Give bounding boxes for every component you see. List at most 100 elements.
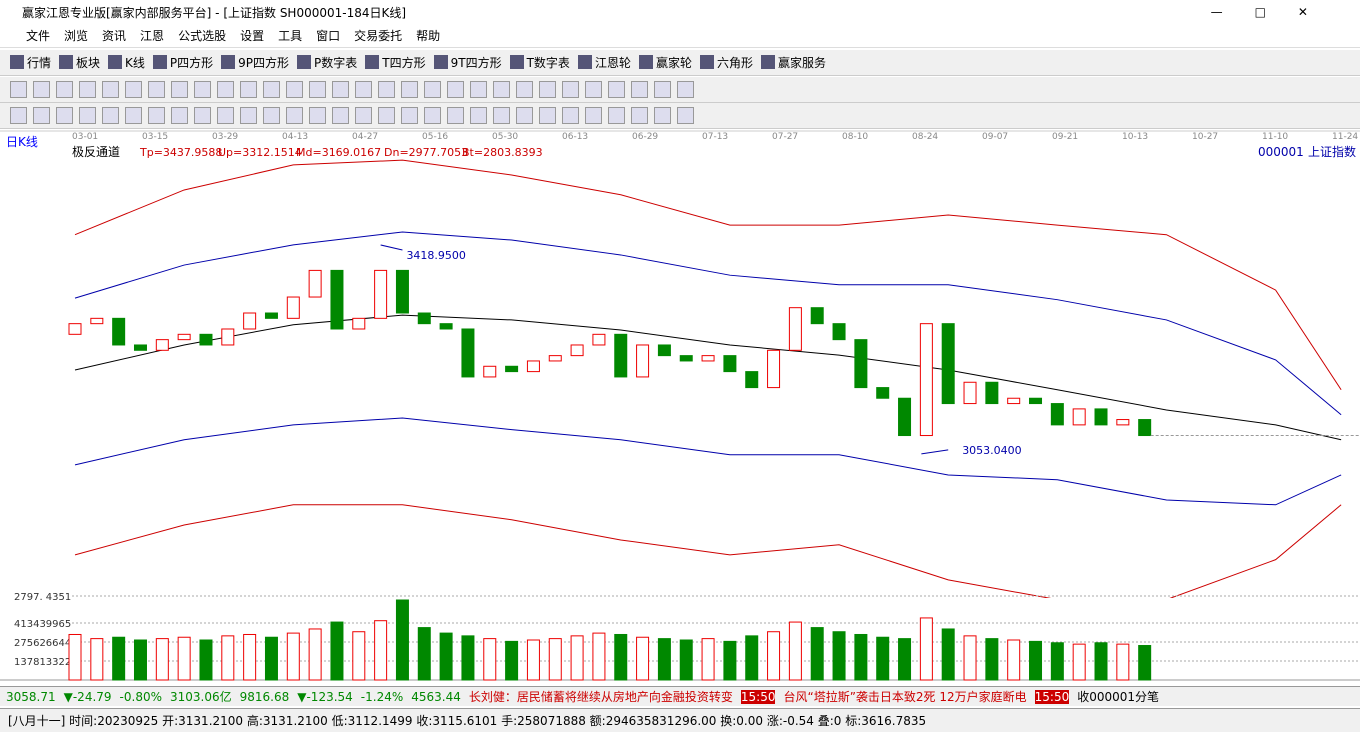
tool-icon[interactable] — [447, 107, 464, 124]
tool-icon[interactable] — [240, 81, 257, 98]
tool-icon[interactable] — [562, 81, 579, 98]
tool-icon[interactable] — [125, 81, 142, 98]
tool-icon[interactable] — [470, 107, 487, 124]
volume-bar — [592, 632, 606, 681]
tool-icon[interactable] — [10, 81, 27, 98]
toolbar-button[interactable]: 行情 — [10, 54, 51, 71]
tool-icon[interactable] — [355, 107, 372, 124]
tool-icon[interactable] — [171, 107, 188, 124]
candle — [592, 333, 606, 346]
tool-icon[interactable] — [654, 107, 671, 124]
tool-icon[interactable] — [424, 107, 441, 124]
candle — [657, 344, 671, 357]
tool-icon[interactable] — [493, 81, 510, 98]
tool-icon[interactable] — [286, 107, 303, 124]
toolbar: 行情 板块 K线 P四方形 9P四方形 P数字表 T四方形 9T四方形 T数字表 江恩轮 赢家轮 六角… — [0, 50, 1360, 76]
volume-bar — [767, 631, 781, 681]
toolbar-button[interactable]: 六角形 — [700, 54, 753, 71]
tool-icon[interactable] — [194, 81, 211, 98]
tool-icon[interactable] — [470, 81, 487, 98]
tool-icon[interactable] — [148, 81, 165, 98]
menu-item[interactable]: 文件 — [26, 29, 51, 43]
menu-item[interactable]: 帮助 — [416, 29, 441, 43]
toolbar-button[interactable]: 赢家轮 — [639, 54, 692, 71]
bar-info: [八月十一] 时间:20230925 开:3131.2100 高:3131.21… — [8, 714, 927, 728]
toolbar-button[interactable]: K线 — [108, 54, 145, 71]
volume-bar — [417, 627, 431, 681]
info-bar: [八月十一] 时间:20230925 开:3131.2100 高:3131.21… — [0, 708, 1360, 732]
menu-item[interactable]: 资讯 — [102, 29, 127, 43]
toolbar-button[interactable]: 板块 — [59, 54, 100, 71]
menu-item[interactable]: 设置 — [240, 29, 265, 43]
tool-icon[interactable] — [447, 81, 464, 98]
tool-icon[interactable] — [171, 81, 188, 98]
tool-icon[interactable] — [378, 107, 395, 124]
tool-icon[interactable] — [585, 107, 602, 124]
tool-icon[interactable] — [33, 81, 50, 98]
tool-icon[interactable] — [516, 81, 533, 98]
tool-icon[interactable] — [401, 81, 418, 98]
tool-icon[interactable] — [263, 81, 280, 98]
toolbar-button[interactable]: 9T四方形 — [434, 54, 502, 71]
candle — [898, 397, 912, 437]
menu-item[interactable]: 江恩 — [140, 29, 165, 43]
tool-icon[interactable] — [240, 107, 257, 124]
candle — [155, 339, 169, 351]
tool-icon[interactable] — [378, 81, 395, 98]
tool-icon[interactable] — [286, 81, 303, 98]
toolbar-button[interactable]: P四方形 — [153, 54, 213, 71]
tool-icon[interactable] — [585, 81, 602, 98]
toolbar-button[interactable]: T四方形 — [365, 54, 425, 71]
tool-icon[interactable] — [56, 107, 73, 124]
menu-item[interactable]: 工具 — [278, 29, 303, 43]
tool-icon[interactable] — [125, 107, 142, 124]
menu-item[interactable]: 窗口 — [316, 29, 341, 43]
menu-item[interactable]: 公式选股 — [178, 29, 227, 43]
tool-icon[interactable] — [677, 107, 694, 124]
tool-icon[interactable] — [562, 107, 579, 124]
tool-icon[interactable] — [102, 81, 119, 98]
toolbar-button[interactable]: 江恩轮 — [578, 54, 631, 71]
ticker-link[interactable]: 收000001分笔 — [1077, 690, 1160, 704]
tool-icon[interactable] — [332, 81, 349, 98]
toolbar-button[interactable]: 9P四方形 — [221, 54, 289, 71]
tool-icon[interactable] — [631, 107, 648, 124]
indicator-name: 极反通道 — [72, 145, 120, 159]
tool-icon[interactable] — [79, 81, 96, 98]
tool-icon[interactable] — [263, 107, 280, 124]
tool-icon[interactable] — [424, 81, 441, 98]
date-label: 05-30 — [492, 132, 518, 142]
status-bar: 3058.71 ▼-24.79 -0.80% 3103.06亿 9816.68 ▼-123… — [0, 686, 1360, 706]
tool-icon[interactable] — [309, 81, 326, 98]
window-controls[interactable]: —□✕ — [1210, 5, 1340, 19]
tool-icon[interactable] — [539, 81, 556, 98]
tool-icon[interactable] — [194, 107, 211, 124]
tool-icon[interactable] — [10, 107, 27, 124]
tool-icon[interactable] — [608, 107, 625, 124]
tool-icon[interactable] — [309, 107, 326, 124]
date-label: 07-13 — [702, 132, 728, 142]
toolbar-button[interactable]: 赢家服务 — [761, 54, 826, 71]
tool-icon[interactable] — [608, 81, 625, 98]
tool-icon[interactable] — [677, 81, 694, 98]
tool-icon[interactable] — [217, 81, 234, 98]
tool-icon[interactable] — [654, 81, 671, 98]
toolbar-button[interactable]: T数字表 — [510, 54, 570, 71]
tool-icon[interactable] — [539, 107, 556, 124]
tool-icon[interactable] — [79, 107, 96, 124]
tool-icon[interactable] — [102, 107, 119, 124]
tool-icon[interactable] — [355, 81, 372, 98]
tool-icon[interactable] — [33, 107, 50, 124]
tool-icon[interactable] — [332, 107, 349, 124]
candle — [614, 333, 628, 378]
menu-item[interactable]: 浏览 — [64, 29, 89, 43]
tool-icon[interactable] — [148, 107, 165, 124]
tool-icon[interactable] — [493, 107, 510, 124]
tool-icon[interactable] — [401, 107, 418, 124]
tool-icon[interactable] — [516, 107, 533, 124]
tool-icon[interactable] — [56, 81, 73, 98]
tool-icon[interactable] — [631, 81, 648, 98]
menu-item[interactable]: 交易委托 — [354, 29, 403, 43]
toolbar-button[interactable]: P数字表 — [297, 54, 357, 71]
tool-icon[interactable] — [217, 107, 234, 124]
